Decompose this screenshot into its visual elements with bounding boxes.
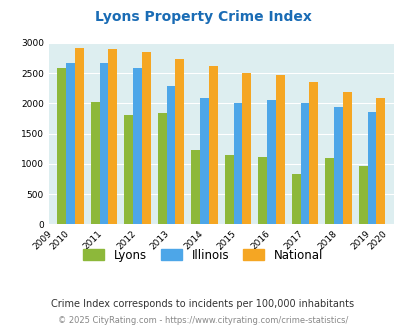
Bar (358, 166, 367, 224)
Bar (291, 174, 300, 224)
Bar (91, 102, 99, 224)
Bar (166, 86, 175, 224)
Bar (325, 158, 333, 224)
Text: Crime Index corresponds to incidents per 100,000 inhabitants: Crime Index corresponds to incidents per… (51, 299, 354, 309)
Text: Lyons Property Crime Index: Lyons Property Crime Index (94, 10, 311, 24)
Bar (99, 63, 108, 224)
Bar (258, 157, 266, 224)
Bar (191, 150, 200, 224)
Bar (75, 48, 83, 224)
Bar (375, 98, 384, 224)
Bar (124, 115, 133, 224)
Bar (309, 82, 317, 224)
Bar (242, 73, 250, 224)
Bar (108, 49, 117, 224)
Text: © 2025 CityRating.com - https://www.cityrating.com/crime-statistics/: © 2025 CityRating.com - https://www.city… (58, 316, 347, 325)
Bar (300, 103, 309, 224)
Bar (141, 52, 150, 224)
Bar (158, 113, 166, 224)
Bar (233, 103, 242, 224)
Bar (175, 59, 183, 224)
Bar (133, 68, 141, 224)
Bar (342, 92, 351, 224)
Bar (333, 107, 342, 224)
Bar (208, 67, 217, 224)
Legend: Lyons, Illinois, National: Lyons, Illinois, National (78, 244, 327, 266)
Bar (367, 113, 375, 224)
Bar (57, 68, 66, 224)
Bar (266, 100, 275, 224)
Bar (275, 75, 284, 224)
Bar (224, 155, 233, 224)
Bar (66, 63, 75, 224)
Bar (200, 98, 208, 224)
